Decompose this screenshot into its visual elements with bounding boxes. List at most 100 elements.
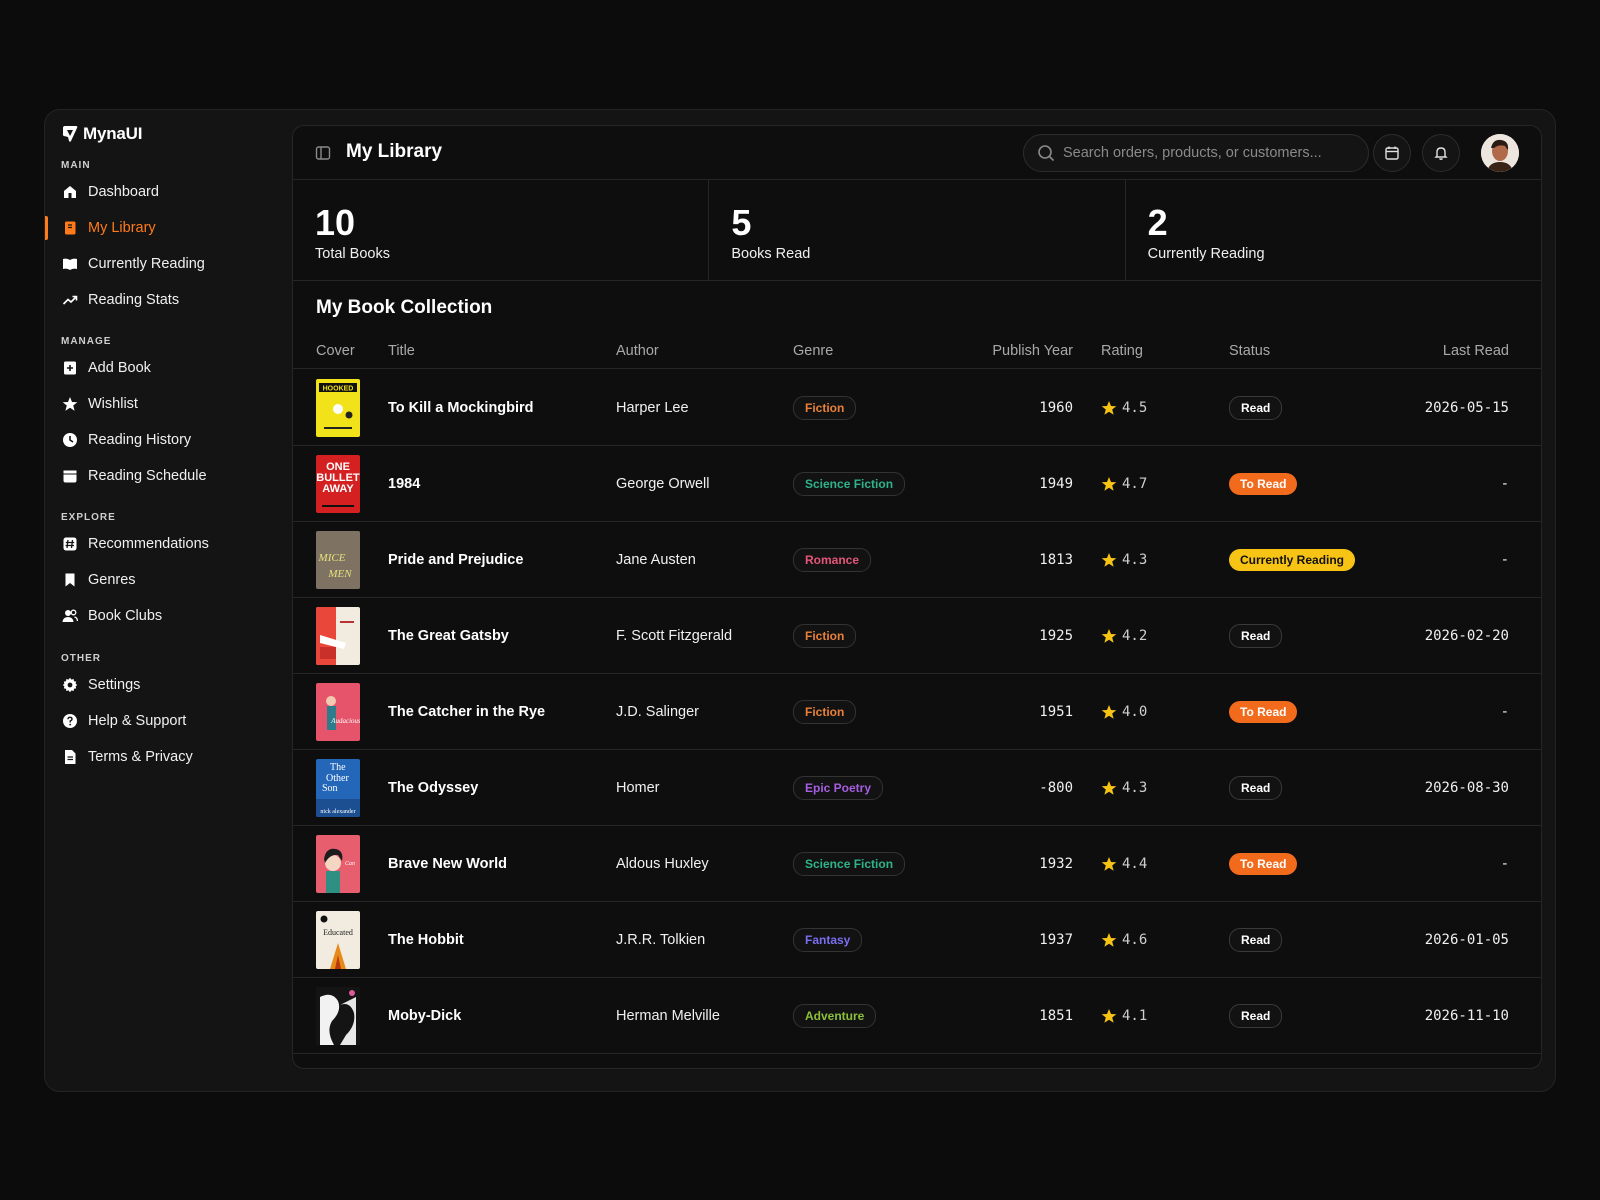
rating-cell: 4.3 bbox=[1101, 750, 1147, 826]
notifications-button[interactable] bbox=[1422, 134, 1460, 172]
sidebar-item-settings[interactable]: Settings bbox=[45, 667, 292, 703]
rating-value: 4.6 bbox=[1122, 932, 1148, 948]
sidebar-toggle-icon[interactable] bbox=[315, 145, 331, 161]
last-read-date: - bbox=[1500, 704, 1509, 720]
genre-badge: Fiction bbox=[793, 700, 857, 724]
sidebar-item-terms-privacy[interactable]: Terms & Privacy bbox=[45, 739, 292, 775]
rating-value: 4.4 bbox=[1122, 856, 1148, 872]
genre-badge: Romance bbox=[793, 548, 872, 572]
calendar-icon bbox=[1385, 146, 1399, 160]
book-title[interactable]: The Odyssey bbox=[388, 780, 479, 796]
book-title[interactable]: Pride and Prejudice bbox=[388, 552, 524, 568]
user-avatar[interactable] bbox=[1481, 134, 1519, 172]
publish-year: 1925 bbox=[1039, 628, 1073, 644]
book-author: Herman Melville bbox=[616, 1008, 720, 1024]
column-header-genre[interactable]: Genre bbox=[793, 343, 834, 359]
column-header-status[interactable]: Status bbox=[1229, 343, 1271, 359]
genre-badge: Science Fiction bbox=[793, 472, 906, 496]
star-icon bbox=[62, 396, 78, 412]
status-badge: Read bbox=[1229, 396, 1283, 420]
nav-section-other: OTHER Settings Help & Support Terms & Priva… bbox=[45, 653, 292, 775]
open-book-icon bbox=[62, 256, 78, 272]
sidebar-item-add-book[interactable]: Add Book bbox=[45, 350, 292, 386]
sidebar-item-reading-history[interactable]: Reading History bbox=[45, 422, 292, 458]
star-icon bbox=[1101, 401, 1117, 415]
table-row[interactable]: The Other Son nick alexander The Odyssey Ho… bbox=[293, 750, 1541, 826]
column-header-last-read[interactable]: Last Read bbox=[1442, 343, 1509, 359]
book-cover-image[interactable]: Audacious bbox=[316, 683, 360, 741]
sidebar-item-wishlist[interactable]: Wishlist bbox=[45, 386, 292, 422]
svg-text:MEN: MEN bbox=[327, 568, 352, 580]
rating-cell: 4.3 bbox=[1101, 522, 1147, 598]
book-title[interactable]: The Great Gatsby bbox=[388, 628, 509, 644]
calendar-icon bbox=[62, 468, 78, 484]
table-row[interactable]: Audacious The Catcher in the Rye J.D. Sa… bbox=[293, 674, 1541, 750]
book-cover-image[interactable]: Educated bbox=[316, 911, 360, 969]
brand-logo[interactable]: MynaUI bbox=[61, 124, 142, 144]
table-row[interactable]: Educated The Hobbit J.R.R. Tolkien Fanta… bbox=[293, 902, 1541, 978]
last-read-date: 2026-02-20 bbox=[1424, 628, 1509, 644]
sidebar-item-help-support[interactable]: Help & Support bbox=[45, 703, 292, 739]
plus-square-icon bbox=[62, 360, 78, 376]
table-row[interactable]: Moby-Dick Herman Melville Adventure 1851… bbox=[293, 978, 1541, 1054]
book-cover-image[interactable]: Can bbox=[316, 835, 360, 893]
rating-value: 4.5 bbox=[1122, 400, 1148, 416]
table-row[interactable]: ONE BULLET AWAY 1984 George Orwell Science… bbox=[293, 446, 1541, 522]
svg-text:ONE: ONE bbox=[326, 461, 350, 473]
book-title[interactable]: The Catcher in the Rye bbox=[388, 704, 546, 720]
book-cover-image[interactable]: HOOKED bbox=[316, 379, 360, 437]
search-bar[interactable] bbox=[1023, 134, 1369, 172]
search-input[interactable] bbox=[1063, 145, 1353, 161]
status-cell: To Read bbox=[1229, 674, 1298, 750]
star-icon bbox=[1101, 933, 1117, 947]
sidebar-item-book-clubs[interactable]: Book Clubs bbox=[45, 598, 292, 634]
sidebar-item-reading-stats[interactable]: Reading Stats bbox=[45, 282, 292, 318]
sidebar-item-label: Wishlist bbox=[88, 396, 138, 412]
book-author: Jane Austen bbox=[616, 552, 696, 568]
table-row[interactable]: MICE MEN Pride and Prejudice Jane Austen … bbox=[293, 522, 1541, 598]
calendar-button[interactable] bbox=[1373, 134, 1411, 172]
genre-badge: Fiction bbox=[793, 396, 857, 420]
svg-text:Educated: Educated bbox=[323, 928, 353, 937]
sidebar-item-dashboard[interactable]: Dashboard bbox=[45, 174, 292, 210]
publish-year: 1851 bbox=[1039, 1008, 1073, 1024]
stat-books-read: 5 Books Read bbox=[709, 180, 1126, 280]
column-header-rating[interactable]: Rating bbox=[1101, 343, 1143, 359]
status-badge: To Read bbox=[1229, 473, 1298, 495]
brand-name: MynaUI bbox=[83, 124, 143, 143]
genre-badge: Fantasy bbox=[793, 928, 863, 952]
sidebar-item-currently-reading[interactable]: Currently Reading bbox=[45, 246, 292, 282]
sidebar-item-genres[interactable]: Genres bbox=[45, 562, 292, 598]
column-header-publish-year[interactable]: Publish Year bbox=[992, 343, 1073, 359]
svg-text:Other: Other bbox=[326, 773, 349, 784]
sidebar-item-my-library[interactable]: My Library bbox=[45, 210, 292, 246]
last-read-date: 2026-08-30 bbox=[1424, 780, 1509, 796]
column-header-cover[interactable]: Cover bbox=[316, 343, 355, 359]
star-icon bbox=[1101, 1009, 1117, 1023]
column-header-author[interactable]: Author bbox=[616, 343, 659, 359]
sidebar-item-recommendations[interactable]: Recommendations bbox=[45, 526, 292, 562]
book-title[interactable]: Brave New World bbox=[388, 856, 507, 872]
table-row[interactable]: The Great Gatsby F. Scott Fitzgerald Fic… bbox=[293, 598, 1541, 674]
column-header-title[interactable]: Title bbox=[388, 343, 415, 359]
logo-icon bbox=[62, 126, 78, 142]
table-row[interactable]: Can Brave New World Aldous Huxley Scienc… bbox=[293, 826, 1541, 902]
book-title[interactable]: To Kill a Mockingbird bbox=[388, 400, 534, 416]
rating-cell: 4.4 bbox=[1101, 826, 1147, 902]
sidebar-item-reading-schedule[interactable]: Reading Schedule bbox=[45, 458, 292, 494]
status-badge: To Read bbox=[1229, 853, 1298, 875]
table-row[interactable]: HOOKED To Kill a Mockingbird Harper Lee … bbox=[293, 370, 1541, 446]
book-cover-image[interactable]: MICE MEN bbox=[316, 531, 360, 589]
book-cover-image[interactable] bbox=[316, 987, 360, 1045]
rating-cell: 4.6 bbox=[1101, 902, 1147, 978]
book-title[interactable]: Moby-Dick bbox=[388, 1008, 462, 1024]
book-title[interactable]: The Hobbit bbox=[388, 932, 464, 948]
book-title[interactable]: 1984 bbox=[388, 476, 421, 492]
last-read-date: 2026-05-15 bbox=[1424, 400, 1509, 416]
top-bar: My Library bbox=[293, 126, 1541, 180]
status-badge: Read bbox=[1229, 776, 1283, 800]
book-cover-image[interactable] bbox=[316, 607, 360, 665]
cover-cell: Can bbox=[316, 826, 360, 902]
